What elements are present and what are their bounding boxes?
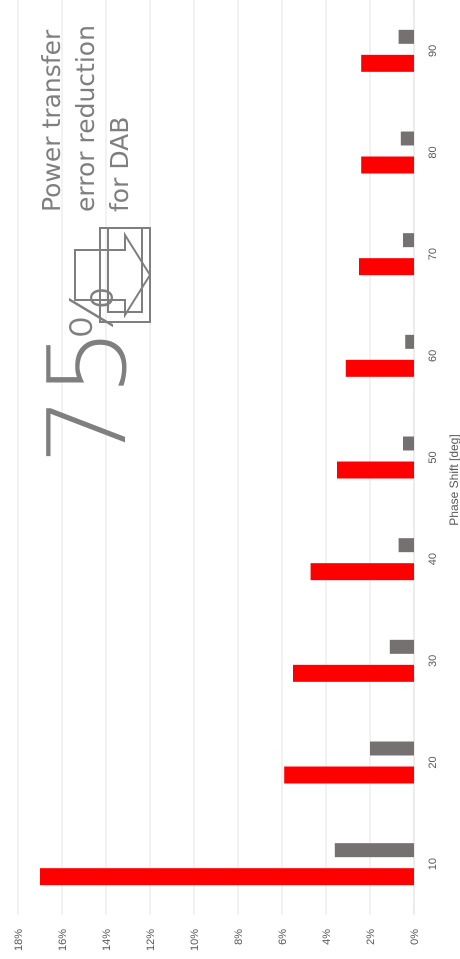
gridlines — [17, 0, 415, 915]
value-tick-labels: 0% 2% 4% 6% 8% 10% 12% 14% 16% 18% — [13, 929, 421, 951]
bar-series-2 — [403, 233, 414, 248]
category-tick-label: 40 — [427, 553, 439, 565]
bar-series-1 — [293, 664, 414, 682]
bar-series-1 — [345, 359, 414, 377]
bar-series-1 — [337, 461, 414, 479]
bar-series-2 — [398, 29, 414, 44]
bar-series-1 — [359, 258, 414, 276]
category-tick-label: 80 — [427, 146, 439, 158]
category-tick-label: 20 — [427, 756, 439, 768]
annotation-line-3: for DAB — [105, 117, 134, 212]
category-tick-label: 60 — [427, 350, 439, 362]
bar-series-2 — [334, 843, 414, 858]
bar-series-1 — [361, 54, 414, 72]
value-tick-label: 14% — [101, 929, 113, 951]
category-tick-label: 70 — [427, 248, 439, 260]
bar-series-2 — [398, 538, 414, 553]
arrow-icon — [74, 227, 152, 323]
value-tick-label: 18% — [13, 929, 25, 951]
bar-series-2 — [405, 334, 414, 349]
annotation-line-1: Power transfer — [37, 29, 66, 212]
bar-series-1 — [361, 156, 414, 174]
value-tick-label: 6% — [277, 929, 289, 945]
bar-series-1 — [40, 868, 414, 886]
x-axis-title: Phase Shift [deg] — [447, 434, 460, 525]
bar-series-2 — [389, 639, 414, 654]
bar-series-2 — [370, 741, 414, 756]
category-tick-label: 90 — [427, 45, 439, 57]
value-tick-label: 2% — [365, 929, 377, 945]
value-tick-label: 12% — [145, 929, 157, 951]
annotation-big-number: 75 — [26, 328, 151, 465]
value-tick-label: 0% — [409, 929, 421, 945]
category-tick-label: 50 — [427, 451, 439, 463]
category-tick-label: 10 — [427, 858, 439, 870]
annotation: 75 % Power transfer error reduction for … — [26, 25, 152, 465]
value-tick-label: 8% — [233, 929, 245, 945]
value-tick-label: 4% — [321, 929, 333, 945]
value-tick-label: 10% — [189, 929, 201, 951]
bar-series-1 — [310, 563, 414, 581]
bar-series-2 — [403, 436, 414, 451]
bar-series-1 — [284, 766, 414, 784]
category-tick-label: 30 — [427, 655, 439, 667]
bar-series-2 — [400, 131, 414, 146]
category-tick-labels: 10 20 30 40 50 60 70 80 90 — [427, 45, 439, 871]
annotation-line-2: error reduction — [71, 25, 100, 212]
bars — [40, 29, 414, 886]
value-tick-label: 16% — [57, 929, 69, 951]
